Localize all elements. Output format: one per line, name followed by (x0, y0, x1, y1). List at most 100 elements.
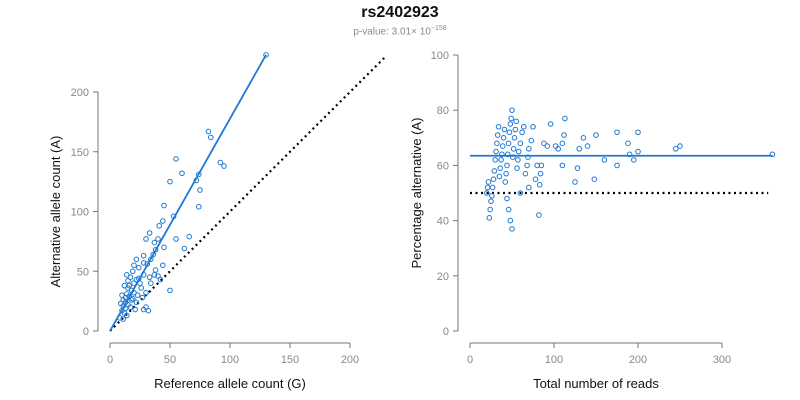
y-tick-label: 60 (437, 160, 449, 172)
data-point (534, 162, 541, 169)
data-point (150, 251, 156, 258)
x-tick-label: 100 (545, 354, 563, 366)
data-point (157, 276, 164, 283)
y-tick-label: 200 (71, 87, 89, 99)
data-point (514, 165, 520, 171)
data-point (139, 294, 146, 301)
data-point (614, 129, 620, 136)
data-point (120, 316, 126, 322)
data-point (494, 140, 500, 147)
data-point (137, 280, 143, 287)
data-point (148, 256, 154, 263)
x-tick-label: 100 (221, 354, 239, 366)
p-value-exponent: −158 (430, 25, 447, 32)
data-point (520, 123, 527, 130)
data-point (504, 162, 510, 169)
data-point (562, 115, 568, 122)
data-point (131, 280, 137, 287)
data-point (500, 135, 507, 141)
data-point (221, 163, 227, 169)
data-point (625, 140, 631, 147)
data-point (507, 217, 514, 224)
data-point (499, 151, 505, 158)
data-point (489, 192, 495, 199)
data-point (167, 287, 173, 294)
data-point (501, 126, 508, 133)
data-point (552, 143, 559, 149)
y-axis-title: Percentage alternative (A) (409, 117, 424, 268)
data-point (601, 157, 608, 163)
data-point (124, 312, 130, 319)
data-point (197, 187, 203, 193)
data-point (484, 190, 490, 196)
data-point (155, 236, 161, 242)
data-point (532, 176, 539, 182)
data-point (493, 148, 499, 155)
data-point (572, 179, 578, 185)
p-value-base: 10 (416, 26, 431, 38)
data-point (484, 184, 491, 191)
chart-title: rs2402923 (361, 4, 439, 21)
data-point (547, 121, 554, 127)
data-point (591, 176, 598, 182)
data-point (515, 157, 521, 163)
data-point (486, 215, 493, 221)
data-point (498, 157, 504, 163)
data-point (140, 252, 147, 259)
data-point (559, 140, 566, 147)
right-scatter-panel: 0 100 200 300 0 20 40 60 80 100 Total number of re… (409, 50, 776, 391)
x-tick-label: 0 (107, 354, 113, 366)
data-point (193, 177, 200, 184)
data-point (151, 239, 158, 246)
data-point (145, 307, 152, 314)
data-point (511, 135, 518, 141)
data-point (151, 272, 158, 278)
data-point (263, 52, 269, 58)
data-point (614, 162, 620, 169)
data-point (490, 176, 497, 182)
data-point (677, 143, 683, 149)
data-point (559, 162, 566, 169)
data-point (584, 143, 591, 149)
data-point (635, 148, 641, 155)
p-value-label: p-value: 3.01 (353, 26, 412, 38)
data-point (140, 260, 147, 266)
x-tick-label: 0 (467, 354, 473, 366)
data-point (574, 165, 581, 171)
data-point (136, 275, 142, 282)
data-point (217, 159, 224, 166)
data-point (499, 143, 506, 149)
data-point (125, 278, 131, 284)
data-point (541, 140, 547, 147)
x-tick-label: 300 (713, 354, 731, 366)
data-point (537, 170, 544, 177)
data-point (513, 118, 520, 125)
data-point (161, 202, 167, 209)
data-point (196, 171, 202, 178)
data-point (186, 233, 192, 240)
data-point (505, 151, 511, 158)
y-tick-label: 50 (77, 266, 89, 278)
data-point (133, 256, 140, 263)
data-point (526, 184, 532, 191)
data-point (136, 264, 142, 271)
data-point (580, 135, 587, 141)
data-point (205, 128, 212, 135)
data-point (495, 123, 502, 130)
data-point (208, 134, 214, 141)
data-point (497, 165, 504, 171)
data-point (146, 274, 153, 281)
data-point (131, 262, 137, 269)
data-point (491, 168, 498, 174)
data-point (152, 246, 159, 253)
data-point (167, 178, 173, 185)
data-point (505, 206, 512, 213)
x-tick-label: 150 (281, 354, 299, 366)
data-point (505, 140, 512, 147)
data-point (196, 203, 202, 210)
data-point (130, 268, 136, 275)
data-point (179, 170, 185, 177)
data-point (626, 151, 633, 158)
y-tick-label: 150 (71, 147, 89, 159)
